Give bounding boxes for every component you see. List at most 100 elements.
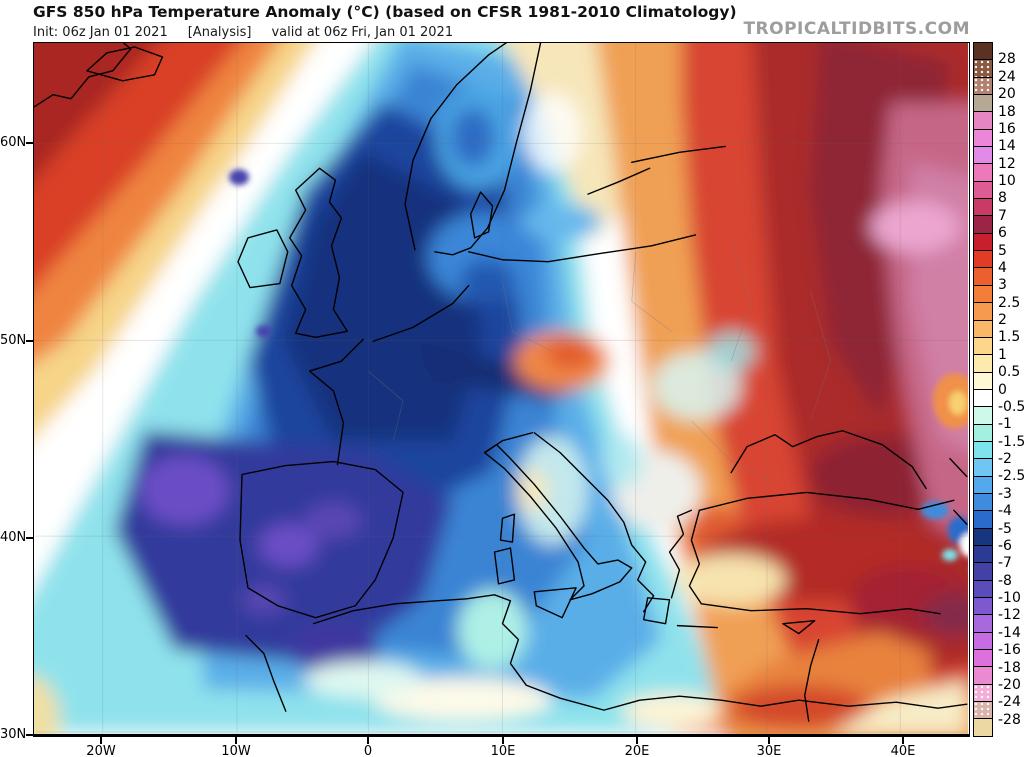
lat-tick (26, 734, 33, 736)
colorbar-cell (974, 667, 992, 685)
colorbar-label: 16 (998, 120, 1016, 137)
lon-label: 20E (624, 744, 650, 757)
init-time: Init: 06z Jan 01 2021 (33, 25, 168, 40)
colorbar (973, 42, 993, 737)
colorbar-cell (974, 650, 992, 668)
valid-time: valid at 06z Fri, Jan 01 2021 (271, 25, 454, 40)
colorbar-label: 1 (998, 346, 1007, 363)
colorbar-cell (974, 320, 992, 338)
colorbar-label: -0.5 (998, 398, 1024, 415)
colorbar-label: 3 (998, 277, 1007, 294)
lon-tick (367, 737, 369, 744)
temperature-anomaly-field (34, 43, 968, 734)
colorbar-cell (974, 95, 992, 113)
colorbar-cell (974, 615, 992, 633)
lon-tick (235, 737, 237, 744)
colorbar-label: -4 (998, 503, 1012, 520)
colorbar-cell (974, 493, 992, 512)
colorbar-cell (974, 598, 992, 616)
colorbar-label: 0.5 (998, 364, 1021, 381)
lat-label: 30N (0, 727, 27, 742)
colorbar-cell (974, 372, 992, 390)
colorbar-cell (974, 355, 992, 373)
colorbar-cell (974, 511, 992, 529)
lon-label: 30E (756, 744, 782, 757)
lon-tick (502, 737, 504, 744)
colorbar-cell (974, 251, 992, 269)
colorbar-label: 8 (998, 190, 1007, 207)
colorbar-label: 1.5 (998, 329, 1021, 346)
colorbar-label: -5 (998, 520, 1012, 537)
colorbar-label: 14 (998, 138, 1016, 155)
lat-label: 40N (0, 530, 27, 545)
colorbar-cell (974, 459, 992, 477)
colorbar-label: -16 (998, 642, 1021, 659)
lat-tick (26, 537, 33, 539)
colorbar-cell (974, 563, 992, 581)
lon-label: 0 (363, 744, 373, 757)
lat-tick (26, 142, 33, 144)
colorbar-cell (974, 719, 992, 736)
colorbar-cell (974, 216, 992, 234)
colorbar-cell (974, 233, 992, 252)
colorbar-label: 20 (998, 86, 1016, 103)
colorbar-label: 5 (998, 242, 1007, 259)
colorbar-label: 2 (998, 312, 1007, 328)
colorbar-label: -6 (998, 537, 1012, 554)
colorbar-cell (974, 43, 992, 61)
analysis-tag: [Analysis] (187, 25, 252, 40)
colorbar-label: 4 (998, 259, 1007, 276)
colorbar-label: 24 (998, 68, 1016, 85)
colorbar-label: 28 (998, 51, 1016, 68)
colorbar-label: 2.5 (998, 294, 1021, 311)
colorbar-label: 0 (998, 381, 1007, 398)
colorbar-label: 10 (998, 173, 1016, 189)
colorbar-cell (974, 181, 992, 200)
country-borders (368, 241, 831, 481)
coastlines (34, 43, 968, 722)
colorbar-label: 7 (998, 207, 1007, 224)
colorbar-cell (974, 164, 992, 182)
colorbar-cell (974, 199, 992, 217)
colorbar-cell (974, 407, 992, 425)
anomaly-field-blobs (34, 43, 968, 734)
colorbar-cell (974, 545, 992, 564)
colorbar-label: 18 (998, 103, 1016, 120)
colorbar-cell (974, 424, 992, 442)
run-info: Init: 06z Jan 01 2021 [Analysis] valid at … (33, 25, 473, 40)
colorbar-label: -18 (998, 659, 1021, 676)
lon-label: 40E (890, 744, 916, 757)
page-title: GFS 850 hPa Temperature Anomaly (°C) (ba… (33, 3, 737, 21)
colorbar-cell (974, 60, 992, 78)
colorbar-label: -24 (998, 694, 1021, 711)
colorbar-cell (974, 528, 992, 546)
colorbar-cell (974, 476, 992, 494)
lon-tick (100, 737, 102, 744)
colorbar-label: -3 (998, 485, 1012, 502)
lon-tick (902, 737, 904, 744)
colorbar-cell (974, 112, 992, 130)
colorbar-cell (974, 147, 992, 165)
colorbar-label: -7 (998, 555, 1012, 572)
colorbar-cell (974, 77, 992, 96)
colorbar-label: -2.5 (998, 468, 1024, 485)
colorbar-label: -28 (998, 711, 1021, 728)
colorbar-cell (974, 389, 992, 408)
colorbar-label: -2 (998, 451, 1012, 467)
colorbar-label: -12 (998, 607, 1021, 624)
colorbar-label: -1 (998, 416, 1012, 433)
colorbar-label: -8 (998, 572, 1012, 589)
lon-tick (636, 737, 638, 744)
tropicaltidbits-watermark: TROPICALTIDBITS.COM (743, 19, 970, 39)
colorbar-cell (974, 285, 992, 304)
colorbar-label: -10 (998, 590, 1021, 606)
colorbar-cell (974, 441, 992, 460)
colorbar-cell (974, 632, 992, 651)
colorbar-label: 12 (998, 155, 1016, 172)
colorbar-label: -14 (998, 624, 1021, 641)
lat-tick (26, 340, 33, 342)
lon-tick (768, 737, 770, 744)
colorbar-cell (974, 580, 992, 598)
anomaly-field-details (229, 169, 968, 562)
